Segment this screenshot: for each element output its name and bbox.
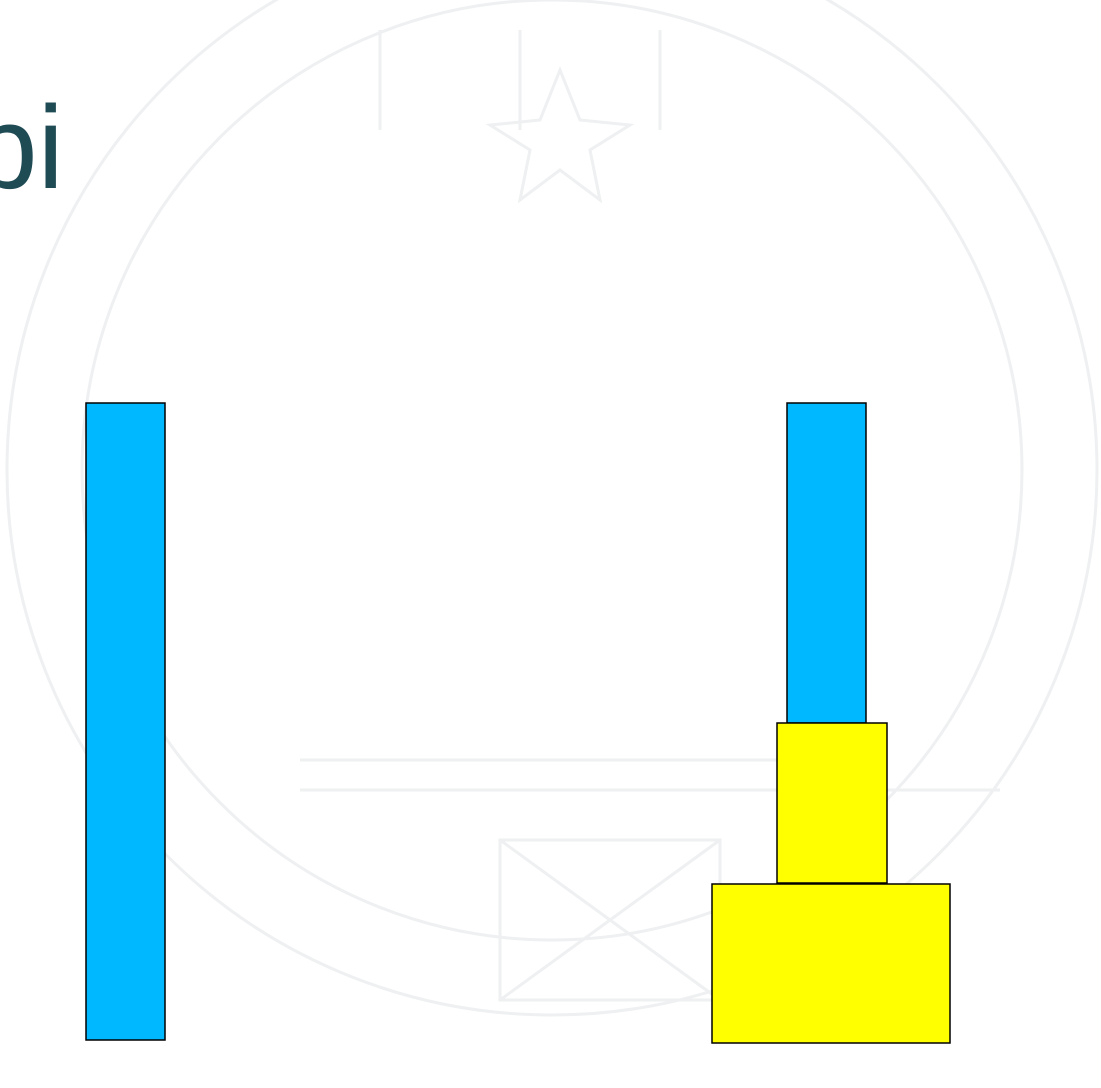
seal-inner-ring <box>80 0 1024 942</box>
blue-peg-left <box>85 402 166 1041</box>
seal-star <box>485 65 635 204</box>
seal-outer-ring <box>5 0 1099 1017</box>
slide-title: bi <box>0 82 64 214</box>
yellow-disk-small <box>776 722 888 884</box>
seal-lines <box>300 30 1000 792</box>
background-seal <box>5 0 1099 1017</box>
yellow-disk-large <box>711 883 951 1044</box>
blue-peg-right <box>786 402 867 724</box>
